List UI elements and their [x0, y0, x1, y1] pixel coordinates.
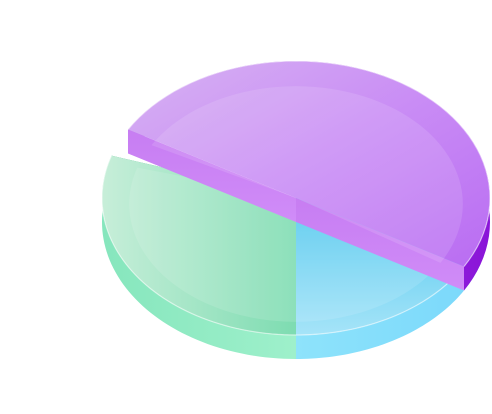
pie-slices	[101, 60, 491, 359]
slice-blue-side	[296, 240, 481, 359]
slice-green-highlight	[129, 167, 296, 322]
slice-purple-highlight	[151, 86, 463, 263]
slice-purple-face-end	[127, 129, 296, 222]
slice-purple-rim	[127, 60, 491, 267]
slice-purple-face-start	[296, 198, 465, 291]
slice-purple-top	[127, 61, 490, 267]
slice-green-rim	[101, 155, 297, 336]
slice-green-side	[102, 155, 296, 359]
slice-purple	[127, 60, 491, 291]
